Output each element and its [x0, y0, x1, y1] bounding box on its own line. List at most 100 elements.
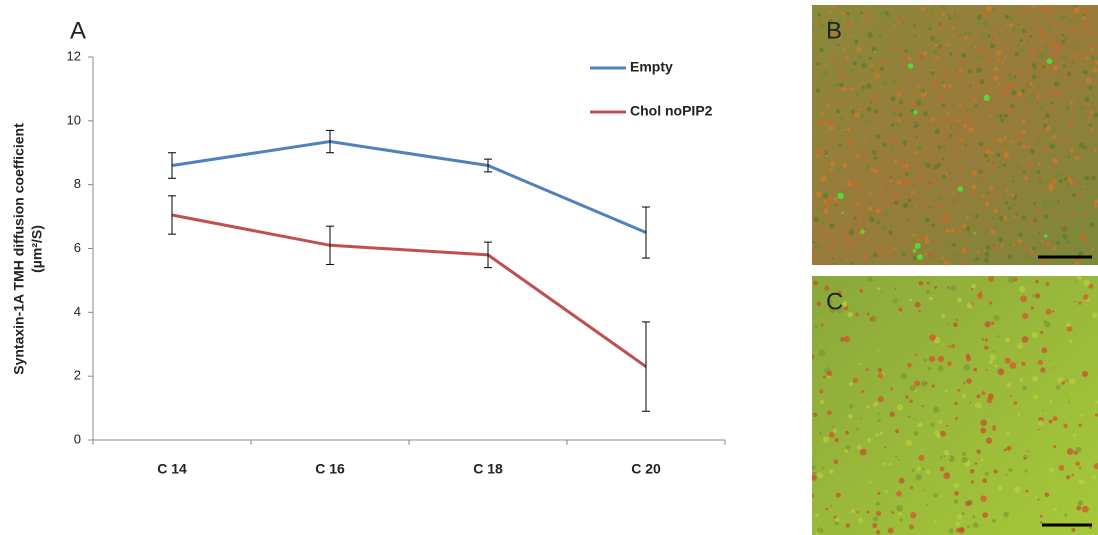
texture-dot — [858, 183, 864, 188]
texture-dot — [1045, 282, 1050, 286]
texture-dot — [967, 69, 972, 74]
micrograph-b-texture — [812, 5, 1098, 265]
texture-dot — [1044, 321, 1051, 328]
texture-dot — [914, 301, 921, 308]
texture-dot — [814, 91, 817, 94]
texture-dot — [948, 528, 954, 534]
texture-dot — [910, 512, 917, 519]
texture-dot — [868, 179, 872, 182]
texture-dot — [941, 103, 946, 108]
texture-dot — [974, 45, 977, 49]
texture-dot — [893, 158, 898, 164]
texture-dot — [986, 397, 993, 404]
texture-dot — [1004, 14, 1010, 20]
texture-dot — [841, 302, 848, 308]
panel-label: C — [826, 288, 843, 315]
texture-dot — [1085, 102, 1090, 108]
texture-dot — [940, 495, 942, 498]
texture-dot — [981, 11, 987, 17]
texture-dot — [993, 208, 998, 214]
texture-dot — [1039, 54, 1045, 61]
texture-dot — [916, 466, 922, 472]
texture-dot — [845, 56, 849, 60]
texture-dot — [815, 191, 822, 198]
texture-dot — [875, 166, 879, 169]
texture-dot — [968, 111, 970, 114]
texture-dot — [947, 361, 952, 367]
texture-dot — [877, 412, 880, 416]
texture-dot — [869, 51, 872, 54]
texture-dot — [868, 191, 872, 195]
texture-dot — [875, 134, 881, 139]
texture-dot — [860, 417, 863, 420]
texture-dot — [1024, 254, 1031, 260]
texture-dot — [1007, 76, 1012, 82]
texture-dot — [863, 228, 866, 230]
texture-dot — [923, 358, 927, 362]
texture-dot — [877, 418, 881, 423]
texture-dot — [914, 150, 919, 155]
texture-dot — [888, 197, 892, 201]
texture-dot — [1056, 171, 1062, 178]
texture-dot — [844, 234, 850, 239]
texture-dot — [848, 414, 853, 419]
texture-dot — [813, 471, 816, 475]
texture-dot — [970, 158, 973, 161]
texture-dot — [937, 365, 944, 372]
texture-dot — [1073, 95, 1076, 98]
texture-dot — [1064, 179, 1068, 182]
texture-dot — [834, 82, 839, 87]
texture-dot — [863, 254, 868, 259]
texture-dot — [812, 240, 816, 244]
texture-dot — [1066, 325, 1073, 332]
texture-dot — [958, 527, 965, 534]
texture-dot — [986, 5, 992, 12]
texture-dot — [822, 64, 826, 67]
texture-dot — [926, 503, 929, 506]
texture-dot — [894, 288, 897, 291]
texture-dot — [866, 5, 869, 9]
texture-dot — [958, 33, 962, 36]
texture-dot — [978, 36, 982, 39]
texture-dot — [897, 92, 902, 97]
texture-dot — [961, 511, 965, 516]
texture-dot — [927, 124, 929, 127]
texture-dot — [987, 193, 994, 200]
texture-dot — [1091, 90, 1094, 94]
texture-dot — [976, 67, 982, 73]
texture-dot — [847, 311, 853, 318]
texture-dot — [957, 388, 961, 392]
texture-dot — [953, 115, 956, 118]
texture-dot — [929, 334, 936, 341]
texture-dot — [1025, 36, 1029, 40]
texture-dot — [816, 206, 821, 212]
texture-dot — [929, 85, 932, 88]
texture-dot — [1007, 254, 1013, 260]
texture-dot — [1091, 247, 1095, 251]
texture-dot — [979, 5, 983, 8]
texture-dot — [929, 252, 935, 258]
texture-dot — [821, 149, 826, 155]
texture-dot — [812, 193, 814, 198]
texture-dot — [934, 286, 937, 289]
texture-dot — [981, 105, 986, 111]
texture-dot — [876, 287, 880, 291]
texture-dot — [1076, 505, 1082, 511]
texture-dot — [970, 480, 975, 484]
texture-dot — [1029, 112, 1033, 116]
texture-dot — [1013, 486, 1021, 494]
texture-dot — [1079, 230, 1085, 236]
texture-dot — [1017, 342, 1024, 349]
texture-dot — [889, 176, 893, 179]
texture-dot — [1012, 243, 1016, 247]
texture-dot — [931, 223, 936, 228]
texture-dot — [970, 469, 975, 474]
error-bar — [168, 152, 176, 179]
texture-dot — [820, 323, 824, 327]
texture-dot — [946, 242, 950, 247]
texture-dot — [1036, 134, 1042, 140]
texture-dot — [888, 137, 894, 143]
y-tick-label: 10 — [67, 112, 81, 127]
texture-dot — [911, 468, 916, 472]
texture-dot — [840, 257, 844, 262]
